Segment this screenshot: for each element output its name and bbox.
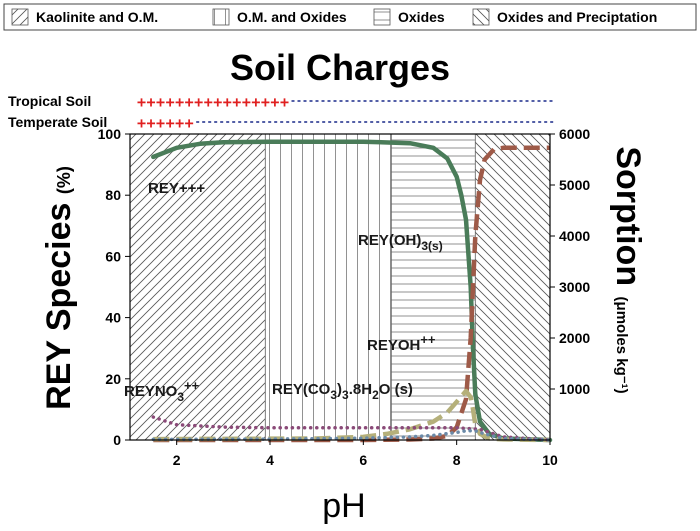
y-right-tick-label: 1000: [559, 381, 590, 397]
y-right-tick-label: 3000: [559, 279, 590, 295]
chart-title: Soil Charges: [230, 47, 450, 88]
legend-swatch-diagonal-left: [472, 8, 490, 26]
series-label: REY+++: [148, 180, 205, 197]
legend-label: O.M. and Oxides: [237, 9, 347, 25]
legend-label: Kaolinite and O.M.: [36, 9, 158, 25]
legend-swatch-horizontal: [373, 8, 391, 26]
series-label: REYNO3++: [124, 378, 200, 404]
y-right-tick-label: 5000: [559, 177, 590, 193]
y-axis-right-title: Sorption (μmoles kg⁻¹): [609, 146, 647, 393]
positive-charge-marks: ++++++: [137, 114, 194, 132]
soil-label-0: Tropical Soil: [8, 93, 91, 109]
legend: Kaolinite and O.M. O.M. and Oxides Oxides O…: [3, 3, 697, 31]
y-axis-left-unit: (%): [54, 166, 74, 194]
region-diagonal-right: [129, 133, 266, 441]
y-right-tick-label: 2000: [559, 330, 590, 346]
series-line: [151, 139, 553, 443]
series-line: [151, 429, 552, 442]
x-axis-label: pH: [322, 487, 365, 525]
y-axis-left-label: REY Species: [40, 203, 78, 410]
x-tick-label: 8: [453, 452, 461, 468]
x-tick-label: 4: [266, 452, 274, 468]
ph-regions: [129, 133, 551, 441]
y-left-tick-label: 40: [105, 310, 121, 326]
y-axis-right-unit: (μmoles kg⁻¹): [613, 297, 630, 394]
x-tick-label: 2: [173, 452, 181, 468]
y-left-tick-label: 20: [105, 371, 121, 387]
svg-text:Sorption (μmoles kg⁻¹): Sorption (μmoles kg⁻¹): [609, 146, 647, 393]
series-label: REY(CO3)3.8H2O (s): [272, 381, 413, 402]
series-line: [153, 388, 551, 443]
region-diagonal-left: [474, 133, 551, 441]
legend-swatch-vertical: [212, 8, 230, 26]
legend-label: Oxides: [398, 9, 445, 25]
y-axis-left-title: REY Species (%): [40, 166, 78, 410]
svg-text:REY Species (%): REY Species (%): [40, 166, 78, 410]
series-label: REYOH++: [367, 332, 436, 354]
series-line: [153, 145, 550, 443]
y-left-tick-label: 80: [105, 187, 121, 203]
positive-charge-marks: ++++++++++++++++: [137, 93, 290, 111]
series-label: REY(OH)3(s): [358, 232, 443, 253]
y-axis-right-label: Sorption: [609, 146, 647, 286]
x-tick-label: 10: [542, 452, 558, 468]
x-tick-label: 6: [359, 452, 367, 468]
legend-swatch-diagonal-right: [11, 8, 29, 26]
legend-label: Oxides and Preciptation: [497, 9, 657, 25]
legend-box: [3, 3, 697, 31]
soil-label-1: Temperate Soil: [8, 114, 107, 130]
y-left-tick-label: 60: [105, 248, 121, 264]
y-left-tick-label: 0: [113, 432, 121, 448]
soil-charge-rows: Tropical Soil ++++++++++++++++ Temperate S…: [8, 93, 555, 132]
y-left-tick-label: 100: [98, 126, 122, 142]
axes: 2 4 6 8 100204060801001000200030004000500060…: [98, 126, 591, 468]
y-right-tick-label: 4000: [559, 228, 590, 244]
series-annotations: REY+++ REY(OH)3(s) REYOH++ REYNO3++ REY(CO3)…: [124, 180, 443, 404]
series-lines: [151, 139, 553, 443]
y-right-tick-label: 6000: [559, 126, 590, 142]
